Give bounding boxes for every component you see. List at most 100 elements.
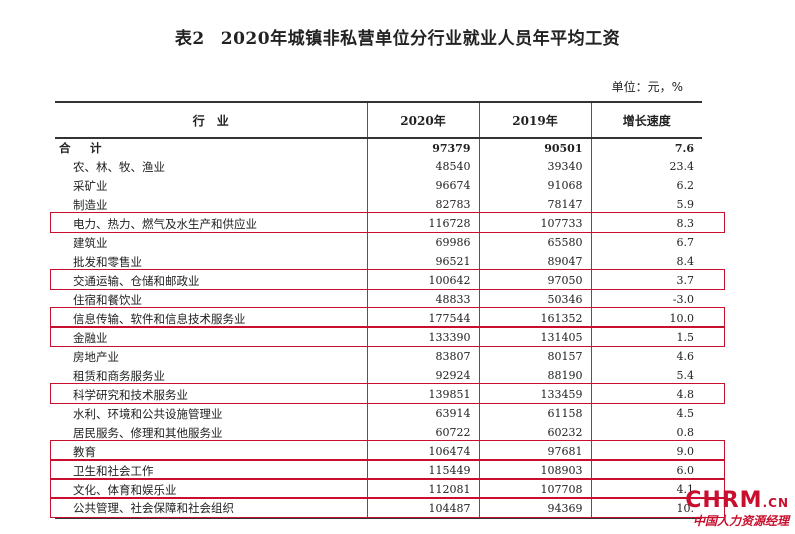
industry-cell: 水利、环境和公共设施管理业 <box>73 406 223 421</box>
wage-2019-cell: 88190 <box>478 366 591 385</box>
wage-2020-cell: 48540 <box>366 157 479 176</box>
wage-2019-cell: 80157 <box>478 347 591 366</box>
header-growth: 增长速度 <box>590 101 702 139</box>
wage-2020-cell: 69986 <box>366 233 479 252</box>
table-row: 交通运输、仓储和邮政业 100642 97050 3.7 <box>55 271 702 290</box>
wage-2019-cell: 78147 <box>478 195 591 214</box>
wage-2020-cell: 115449 <box>366 461 479 480</box>
industry-cell: 电力、热力、燃气及水生产和供应业 <box>73 216 257 231</box>
table-row: 居民服务、修理和其他服务业 60722 60232 0.8 <box>55 423 702 442</box>
wage-2019-cell: 50346 <box>478 290 591 309</box>
header-industry: 行 业 <box>55 101 367 139</box>
industry-cell: 采矿业 <box>73 178 108 193</box>
growth-rate-cell: 8.3 <box>590 214 702 233</box>
growth-rate-cell: 4.6 <box>590 347 702 366</box>
wage-2019-cell: 107708 <box>478 480 591 499</box>
industry-cell: 科学研究和技术服务业 <box>73 387 188 402</box>
table-row: 批发和零售业 96521 89047 8.4 <box>55 252 702 271</box>
growth-rate-cell: 4.8 <box>590 385 702 404</box>
growth-rate-cell: 4.1 <box>590 480 702 499</box>
wage-2019-cell: 161352 <box>478 309 591 328</box>
total-row: 合 计 97379 90501 7.6 <box>55 138 702 157</box>
growth-rate-cell: -3.0 <box>590 290 702 309</box>
wage-2020-cell: 83807 <box>366 347 479 366</box>
table-row: 租赁和商务服务业 92924 88190 5.4 <box>55 366 702 385</box>
unit-note: 单位：元，% <box>611 80 683 94</box>
growth-rate-cell: 5.9 <box>590 195 702 214</box>
table-body: 合 计 97379 90501 7.6 农、林、牧、渔业 48540 39340 23.4 采矿… <box>55 138 702 519</box>
wage-2019-cell: 94369 <box>478 499 591 519</box>
table-row: 制造业 82783 78147 5.9 <box>55 195 702 214</box>
growth-rate-cell: 6.0 <box>590 461 702 480</box>
industry-cell: 卫生和社会工作 <box>73 463 154 478</box>
wage-2019-cell: 60232 <box>478 423 591 442</box>
growth-rate-cell: 9.0 <box>590 442 702 461</box>
header-2020: 2020年 <box>366 101 479 139</box>
growth-rate-cell: 1.5 <box>590 328 702 347</box>
growth-rate-cell: 23.4 <box>590 157 702 176</box>
table-title-text: 2020年城镇非私营单位分行业就业人员年平均工资 <box>220 29 621 49</box>
industry-cell: 公共管理、社会保障和社会组织 <box>55 499 367 519</box>
table-row: 信息传输、软件和信息技术服务业 177544 161352 10.0 <box>55 309 702 328</box>
table-header-row: 行 业 2020年 2019年 增长速度 <box>55 101 702 139</box>
wage-2020-cell: 133390 <box>366 328 479 347</box>
wage-2020-cell: 48833 <box>366 290 479 309</box>
wage-2020-cell: 97379 <box>366 138 479 157</box>
growth-rate-cell: 5.4 <box>590 366 702 385</box>
table-row: 科学研究和技术服务业 139851 133459 4.8 <box>55 385 702 404</box>
wage-2020-cell: 104487 <box>366 499 479 519</box>
table-row: 电力、热力、燃气及水生产和供应业 116728 107733 8.3 <box>55 214 702 233</box>
wage-2020-cell: 177544 <box>366 309 479 328</box>
industry-cell: 批发和零售业 <box>73 254 142 269</box>
wage-2019-cell: 107733 <box>478 214 591 233</box>
industry-cell: 农、林、牧、渔业 <box>73 159 165 174</box>
industry-cell: 居民服务、修理和其他服务业 <box>73 425 223 440</box>
industry-cell: 合 计 <box>59 141 106 155</box>
table-row: 采矿业 96674 91068 6.2 <box>55 176 702 195</box>
wage-2020-cell: 92924 <box>366 366 479 385</box>
table-label: 表2 <box>174 29 205 49</box>
chrm-watermark: CHRM.CN 中国人力资源经理 <box>685 490 789 529</box>
wage-2020-cell: 82783 <box>366 195 479 214</box>
wage-2020-cell: 139851 <box>366 385 479 404</box>
table-title: 表2 2020年城镇非私营单位分行业就业人员年平均工资 <box>0 24 795 49</box>
growth-rate-cell: 0.8 <box>590 423 702 442</box>
wage-2020-cell: 96674 <box>366 176 479 195</box>
table-row: 金融业 133390 131405 1.5 <box>55 328 702 347</box>
wage-2019-cell: 108903 <box>478 461 591 480</box>
wage-2020-cell: 116728 <box>366 214 479 233</box>
wage-2020-cell: 60722 <box>366 423 479 442</box>
watermark-brand: CHRM.CN <box>685 490 789 514</box>
wage-2019-cell: 90501 <box>478 138 591 157</box>
growth-rate-cell: 7.6 <box>590 138 702 157</box>
industry-cell: 租赁和商务服务业 <box>73 368 165 383</box>
table-row: 文化、体育和娱乐业 112081 107708 4.1 <box>55 480 702 499</box>
industry-cell: 交通运输、仓储和邮政业 <box>73 273 200 288</box>
industry-cell: 金融业 <box>73 330 108 345</box>
wage-2019-cell: 89047 <box>478 252 591 271</box>
table-row: 房地产业 83807 80157 4.6 <box>55 347 702 366</box>
table-row: 住宿和餐饮业 48833 50346 -3.0 <box>55 290 702 309</box>
industry-cell: 信息传输、软件和信息技术服务业 <box>73 311 246 326</box>
growth-rate-cell: 6.2 <box>590 176 702 195</box>
growth-rate-cell: 6.7 <box>590 233 702 252</box>
wage-2020-cell: 63914 <box>366 404 479 423</box>
wage-2019-cell: 131405 <box>478 328 591 347</box>
table-row: 卫生和社会工作 115449 108903 6.0 <box>55 461 702 480</box>
wage-2019-cell: 133459 <box>478 385 591 404</box>
table-row: 教育 106474 97681 9.0 <box>55 442 702 461</box>
wage-2020-cell: 112081 <box>366 480 479 499</box>
wage-2019-cell: 39340 <box>478 157 591 176</box>
header-2019: 2019年 <box>478 101 591 139</box>
growth-rate-cell: 4.5 <box>590 404 702 423</box>
industry-cell: 建筑业 <box>73 235 108 250</box>
growth-rate-cell: 10.0 <box>590 309 702 328</box>
table-row: 水利、环境和公共设施管理业 63914 61158 4.5 <box>55 404 702 423</box>
industry-cell: 文化、体育和娱乐业 <box>73 482 177 497</box>
growth-rate-cell: 8.4 <box>590 252 702 271</box>
wage-2020-cell: 100642 <box>366 271 479 290</box>
wage-2019-cell: 97681 <box>478 442 591 461</box>
industry-cell: 制造业 <box>73 197 108 212</box>
watermark-brand-text: CHRM <box>685 488 763 513</box>
industry-cell: 房地产业 <box>73 349 119 364</box>
